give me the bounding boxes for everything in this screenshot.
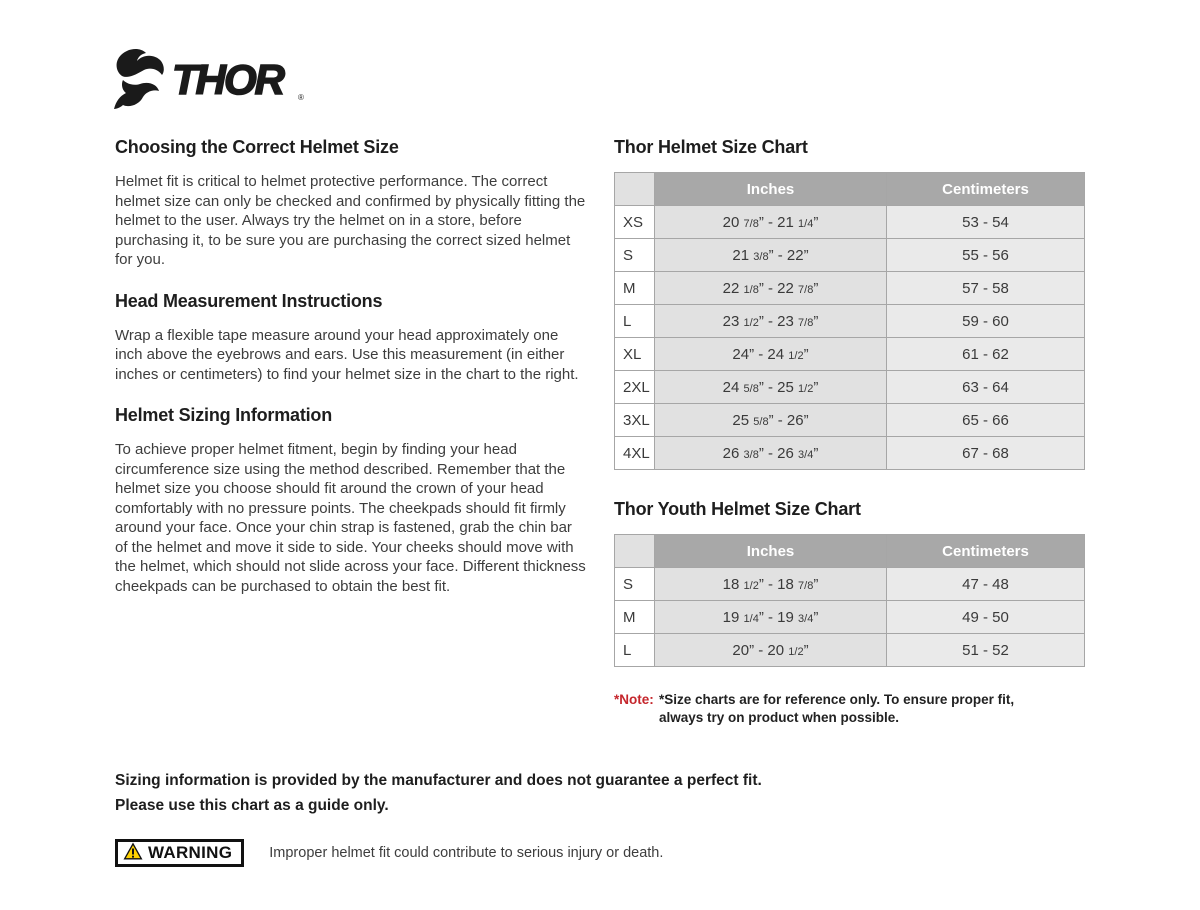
section-heading-choosing: Choosing the Correct Helmet Size (115, 137, 399, 157)
reference-note: *Note: *Size charts are for reference on… (614, 691, 1084, 727)
size-label: XS (614, 205, 655, 239)
corner-cell (614, 172, 655, 206)
corner-cell (614, 534, 655, 568)
size-label: 4XL (614, 436, 655, 470)
table-row: 2XL 24 5/8” - 25 1/2” 63 - 64 (614, 370, 1085, 404)
cm-value: 53 - 54 (886, 205, 1085, 239)
inches-value: 22 1/8” - 22 7/8” (654, 271, 887, 305)
youth-chart-title: Thor Youth Helmet Size Chart (614, 499, 861, 519)
inches-value: 24” - 24 1/2” (654, 337, 887, 371)
table-header-row: Inches Centimeters (614, 534, 1085, 568)
section-body-measurement: Wrap a flexible tape measure around your… (115, 326, 579, 383)
table-header-row: Inches Centimeters (614, 172, 1085, 206)
column-header-centimeters: Centimeters (886, 172, 1085, 206)
table-row: 3XL 25 5/8” - 26” 65 - 66 (614, 403, 1085, 437)
section-body-choosing: Helmet fit is critical to helmet protect… (115, 173, 586, 268)
inches-value: 23 1/2” - 23 7/8” (654, 304, 887, 338)
cm-value: 65 - 66 (886, 403, 1085, 437)
column-header-inches: Inches (654, 172, 887, 206)
adult-size-table: Inches Centimeters XS 20 7/8” - 21 1/4” … (614, 172, 1085, 470)
instructions-column: Choosing the Correct Helmet Size Helmet … (115, 136, 587, 616)
note-text: *Size charts are for reference only. To … (659, 692, 1015, 725)
size-label: M (614, 271, 655, 305)
inches-value: 20” - 20 1/2” (654, 633, 887, 667)
table-row: L 23 1/2” - 23 7/8” 59 - 60 (614, 304, 1085, 338)
inches-value: 18 1/2” - 18 7/8” (654, 567, 887, 601)
warning-box: WARNING (115, 839, 245, 867)
size-label: M (614, 600, 655, 634)
thor-wordmark: THOR ® (170, 54, 310, 102)
table-row: M 19 1/4” - 19 3/4” 49 - 50 (614, 600, 1085, 634)
cm-value: 49 - 50 (886, 600, 1085, 634)
youth-size-table: Inches Centimeters S 18 1/2” - 18 7/8” 4… (614, 534, 1085, 667)
size-label: 3XL (614, 403, 655, 437)
size-label: XL (614, 337, 655, 371)
inches-value: 19 1/4” - 19 3/4” (654, 600, 887, 634)
column-header-centimeters: Centimeters (886, 534, 1085, 568)
table-row: XL 24” - 24 1/2” 61 - 62 (614, 337, 1085, 371)
size-label: S (614, 567, 655, 601)
thor-wordmark-text: THOR (172, 56, 286, 102)
size-label: L (614, 633, 655, 667)
svg-text:®: ® (298, 93, 304, 102)
column-header-inches: Inches (654, 534, 887, 568)
warning-label: WARNING (148, 843, 233, 862)
table-row: XS 20 7/8” - 21 1/4” 53 - 54 (614, 205, 1085, 239)
inches-value: 24 5/8” - 25 1/2” (654, 370, 887, 404)
cm-value: 57 - 58 (886, 271, 1085, 305)
thor-logo: THOR ® (112, 46, 310, 110)
disclaimer-line-1: Sizing information is provided by the ma… (115, 772, 762, 789)
inches-value: 25 5/8” - 26” (654, 403, 887, 437)
table-row: S 21 3/8” - 22” 55 - 56 (614, 238, 1085, 272)
table-row: 4XL 26 3/8” - 26 3/4” 67 - 68 (614, 436, 1085, 470)
note-label: *Note: (614, 692, 654, 707)
inches-value: 26 3/8” - 26 3/4” (654, 436, 887, 470)
section-heading-sizing-info: Helmet Sizing Information (115, 405, 333, 425)
warning-banner: WARNING Improper helmet fit could contri… (115, 839, 663, 867)
size-label: L (614, 304, 655, 338)
cm-value: 51 - 52 (886, 633, 1085, 667)
size-label: 2XL (614, 370, 655, 404)
inches-value: 21 3/8” - 22” (654, 238, 887, 272)
table-row: S 18 1/2” - 18 7/8” 47 - 48 (614, 567, 1085, 601)
cm-value: 67 - 68 (886, 436, 1085, 470)
cm-value: 61 - 62 (886, 337, 1085, 371)
warning-triangle-icon (123, 842, 143, 865)
warning-text: Improper helmet fit could contribute to … (269, 845, 664, 861)
disclaimer-line-2: Please use this chart as a guide only. (115, 797, 389, 814)
size-chart-column: Thor Helmet Size Chart Inches Centimeter… (614, 136, 1085, 727)
cm-value: 55 - 56 (886, 238, 1085, 272)
inches-value: 20 7/8” - 21 1/4” (654, 205, 887, 239)
thor-goat-icon (112, 46, 170, 110)
section-heading-measurement: Head Measurement Instructions (115, 290, 383, 311)
adult-chart-title: Thor Helmet Size Chart (614, 137, 808, 157)
table-row: L 20” - 20 1/2” 51 - 52 (614, 633, 1085, 667)
cm-value: 59 - 60 (886, 304, 1085, 338)
cm-value: 47 - 48 (886, 567, 1085, 601)
size-label: S (614, 238, 655, 272)
section-body-sizing-info: To achieve proper helmet fitment, begin … (115, 441, 586, 595)
manufacturer-disclaimer: Sizing information is provided by the ma… (115, 768, 762, 818)
table-row: M 22 1/8” - 22 7/8” 57 - 58 (614, 271, 1085, 305)
cm-value: 63 - 64 (886, 370, 1085, 404)
